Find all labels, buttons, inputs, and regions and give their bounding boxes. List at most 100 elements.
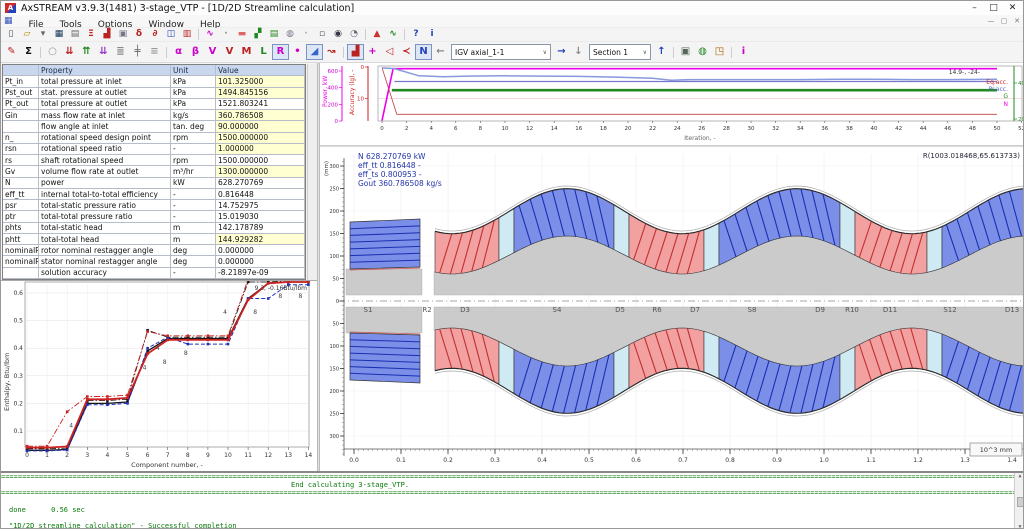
table-row-unit[interactable]: deg: [171, 245, 216, 256]
table-row-value[interactable]: 101.325000: [216, 76, 305, 87]
table-row-value[interactable]: 1500.000000: [216, 155, 305, 166]
close-button[interactable]: ✕: [1004, 3, 1021, 13]
table-row-property[interactable]: flow angle at inlet: [39, 121, 171, 132]
section-select[interactable]: Section 1∨: [589, 44, 651, 60]
child-close-button[interactable]: ✕: [1012, 17, 1022, 25]
table-row-unit[interactable]: -: [171, 211, 216, 222]
table-row-code[interactable]: eff_tt: [3, 189, 39, 200]
point-plot-icon[interactable]: •: [289, 44, 306, 60]
table-row-unit[interactable]: m: [171, 234, 216, 245]
import-arrows-icon[interactable]: ⇊: [61, 44, 78, 60]
database-icon[interactable]: ◫: [163, 29, 179, 41]
component-select[interactable]: IGV axial_1-1∨: [451, 44, 551, 60]
child-restore-button[interactable]: ▢: [999, 17, 1009, 25]
table-row-value[interactable]: 142.178789: [216, 223, 305, 234]
wrench-icon[interactable]: ✎: [3, 44, 20, 60]
table-row-code[interactable]: phtt: [3, 234, 39, 245]
table-row-unit[interactable]: m: [171, 223, 216, 234]
dash-icon[interactable]: ▬: [234, 29, 250, 41]
table-row-property[interactable]: total-total pressure ratio: [39, 211, 171, 222]
table-row-unit[interactable]: deg: [171, 256, 216, 267]
curve-icon[interactable]: ∿: [385, 29, 401, 41]
length-plot-icon[interactable]: L: [255, 44, 272, 60]
alpha-plot-icon[interactable]: α: [170, 44, 187, 60]
triangle-chart-icon[interactable]: ◢: [306, 44, 323, 60]
table-row-unit[interactable]: -: [171, 200, 216, 211]
grid-icon[interactable]: ╪: [129, 44, 146, 60]
table-row-unit[interactable]: kW: [171, 178, 216, 189]
table-row-property[interactable]: mass flow rate at inlet: [39, 110, 171, 121]
maximize-button[interactable]: □: [985, 3, 1002, 13]
table-row-property[interactable]: total pressure at outlet: [39, 99, 171, 110]
table-row-unit[interactable]: kPa: [171, 88, 216, 99]
convergence-chart[interactable]: 6004002000Power, kW010Accuracy (lg), -40…: [320, 63, 1024, 146]
table-row-value[interactable]: 90.000000: [216, 121, 305, 132]
render-icon[interactable]: ◍: [282, 29, 298, 41]
curve2-icon[interactable]: ↝: [323, 44, 340, 60]
table-row-property[interactable]: total-static pressure ratio: [39, 200, 171, 211]
log-scrollbar[interactable]: ▲ ▼: [1014, 473, 1024, 529]
table-row-value[interactable]: 1500.000000: [216, 133, 305, 144]
table-row-value[interactable]: 1494.845156: [216, 88, 305, 99]
table-row-value[interactable]: 628.270769: [216, 178, 305, 189]
table-row-code[interactable]: n_: [3, 133, 39, 144]
table-row-value[interactable]: 0.000000: [216, 256, 305, 267]
table-row-code[interactable]: psr: [3, 200, 39, 211]
radius-plot-icon[interactable]: R: [272, 44, 289, 60]
enthalpy-chart[interactable]: 0.10.20.30.40.50.601234567891011121314Co…: [1, 281, 317, 471]
table-row-unit[interactable]: tan. deg: [171, 121, 216, 132]
camera-icon[interactable]: ▣: [677, 44, 694, 60]
properties-info-icon[interactable]: i: [735, 44, 752, 60]
table-row-code[interactable]: Pt_in: [3, 76, 39, 87]
table-row-property[interactable]: internal total-to-total efficiency: [39, 189, 171, 200]
table-row-code[interactable]: Gv: [3, 166, 39, 177]
angle-icon[interactable]: ≺: [398, 44, 415, 60]
table-row-unit[interactable]: rpm: [171, 133, 216, 144]
table-row-code[interactable]: nominalR: [3, 245, 39, 256]
table-row-unit[interactable]: rpm: [171, 155, 216, 166]
eye-icon[interactable]: ◉: [330, 29, 346, 41]
mach-plot-icon[interactable]: M: [238, 44, 255, 60]
log-panel[interactable]: ========================================…: [1, 471, 1024, 529]
save-image-icon[interactable]: ◳: [711, 44, 728, 60]
copy-window-icon[interactable]: ▣: [115, 29, 131, 41]
down-arrows-icon[interactable]: ⇊: [95, 44, 112, 60]
table-row-unit[interactable]: kPa: [171, 76, 216, 87]
delta-icon[interactable]: ◁: [381, 44, 398, 60]
table-row-value[interactable]: -8.21897e-09: [216, 268, 305, 279]
property-table[interactable]: PropertyUnitValuePt_intotal pressure at …: [2, 64, 306, 280]
table-row-unit[interactable]: -: [171, 268, 216, 279]
table-row-value[interactable]: 360.786508: [216, 110, 305, 121]
table-row-unit[interactable]: -: [171, 189, 216, 200]
ns-diagram-icon[interactable]: N: [415, 44, 432, 60]
table-row-code[interactable]: ptr: [3, 211, 39, 222]
chart-icon[interactable]: ▟: [99, 29, 115, 41]
sigma-icon[interactable]: Σ: [20, 44, 37, 60]
table-header-1[interactable]: Property: [39, 65, 171, 76]
table-row-code[interactable]: Pt_out: [3, 99, 39, 110]
velocity-plot-icon[interactable]: V: [204, 44, 221, 60]
beta-plot-icon[interactable]: β: [187, 44, 204, 60]
scroll-up-icon[interactable]: ▲: [1018, 473, 1021, 479]
context-help-icon[interactable]: ?: [408, 29, 424, 41]
table-row-property[interactable]: rotational speed design point: [39, 133, 171, 144]
table-row-value[interactable]: 0.000000: [216, 245, 305, 256]
rows-icon[interactable]: ≣: [112, 44, 129, 60]
meridional-view[interactable]: S1R2D3S4D5R6D7S8D9R10D11S12D133003002502…: [320, 146, 1024, 471]
table-scrollbar[interactable]: [307, 64, 317, 280]
table-header-0[interactable]: [3, 65, 39, 76]
table-row-value[interactable]: 15.019030: [216, 211, 305, 222]
table-row-code[interactable]: [3, 121, 39, 132]
open-caret-icon[interactable]: ▾: [35, 29, 51, 41]
table-row-property[interactable]: total-total head: [39, 234, 171, 245]
table-row-value[interactable]: 0.816448: [216, 189, 305, 200]
table-row-value[interactable]: 144.929282: [216, 234, 305, 245]
table-row-code[interactable]: phts: [3, 223, 39, 234]
table-row-property[interactable]: rotational speed ratio: [39, 144, 171, 155]
dot2-icon[interactable]: ·: [298, 29, 314, 41]
table-row-property[interactable]: stator nominal restagger angle: [39, 256, 171, 267]
scroll-thumb[interactable]: [1017, 497, 1024, 507]
forward-arrow-icon[interactable]: →: [553, 44, 570, 60]
export-arrows-icon[interactable]: ⇈: [78, 44, 95, 60]
child-minimize-button[interactable]: —: [986, 17, 996, 25]
